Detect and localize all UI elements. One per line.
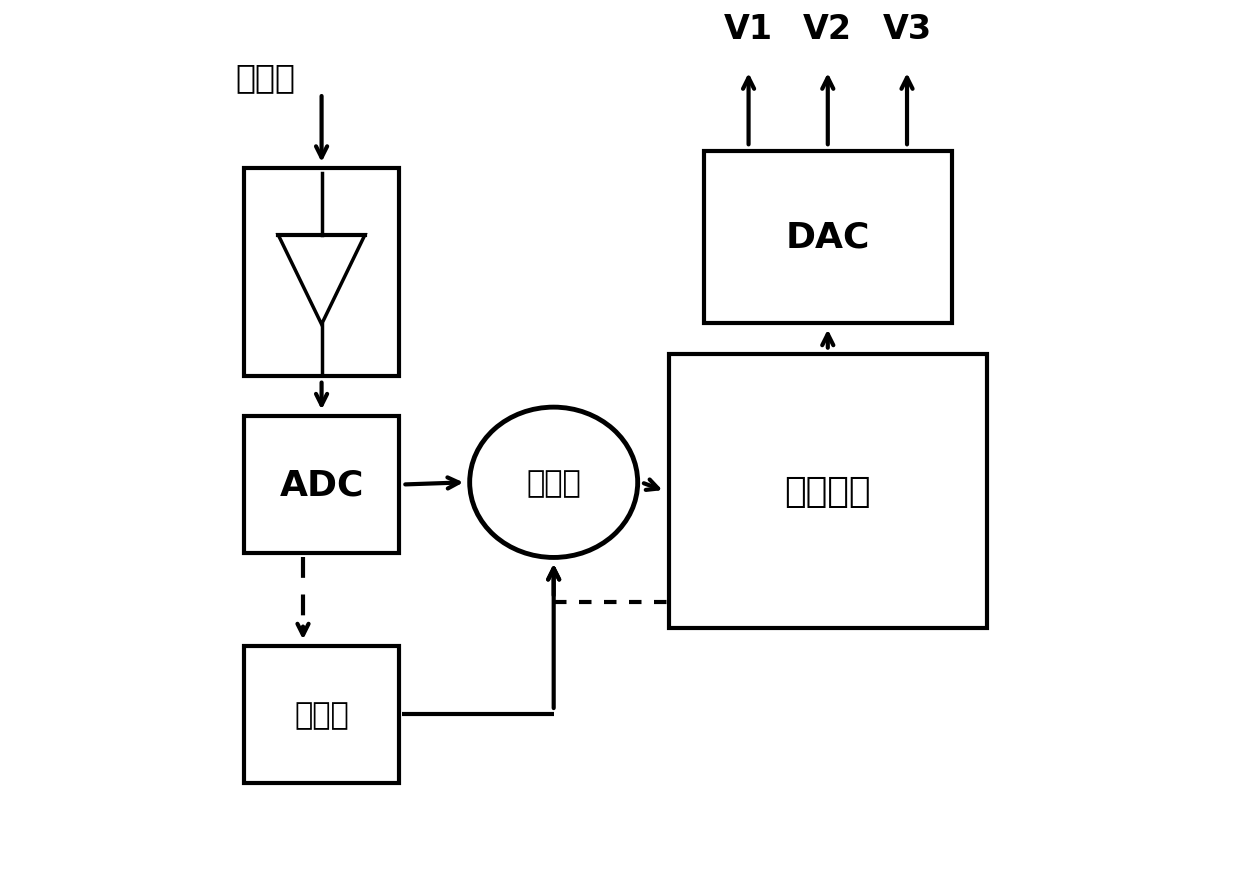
Text: ADC: ADC bbox=[279, 468, 363, 502]
Text: DAC: DAC bbox=[786, 221, 870, 254]
Bar bbox=[244, 169, 399, 377]
Text: V3: V3 bbox=[883, 12, 931, 45]
Text: V1: V1 bbox=[724, 12, 773, 45]
Text: 比较器: 比较器 bbox=[526, 469, 582, 497]
Text: 存帖器: 存帖器 bbox=[294, 700, 348, 729]
Bar bbox=[244, 646, 399, 783]
Text: V2: V2 bbox=[804, 12, 852, 45]
Text: 微处理器: 微处理器 bbox=[785, 475, 870, 509]
Bar bbox=[704, 152, 951, 323]
Text: 监控光: 监控光 bbox=[236, 61, 295, 94]
Bar bbox=[244, 416, 399, 554]
Bar bbox=[668, 354, 987, 628]
